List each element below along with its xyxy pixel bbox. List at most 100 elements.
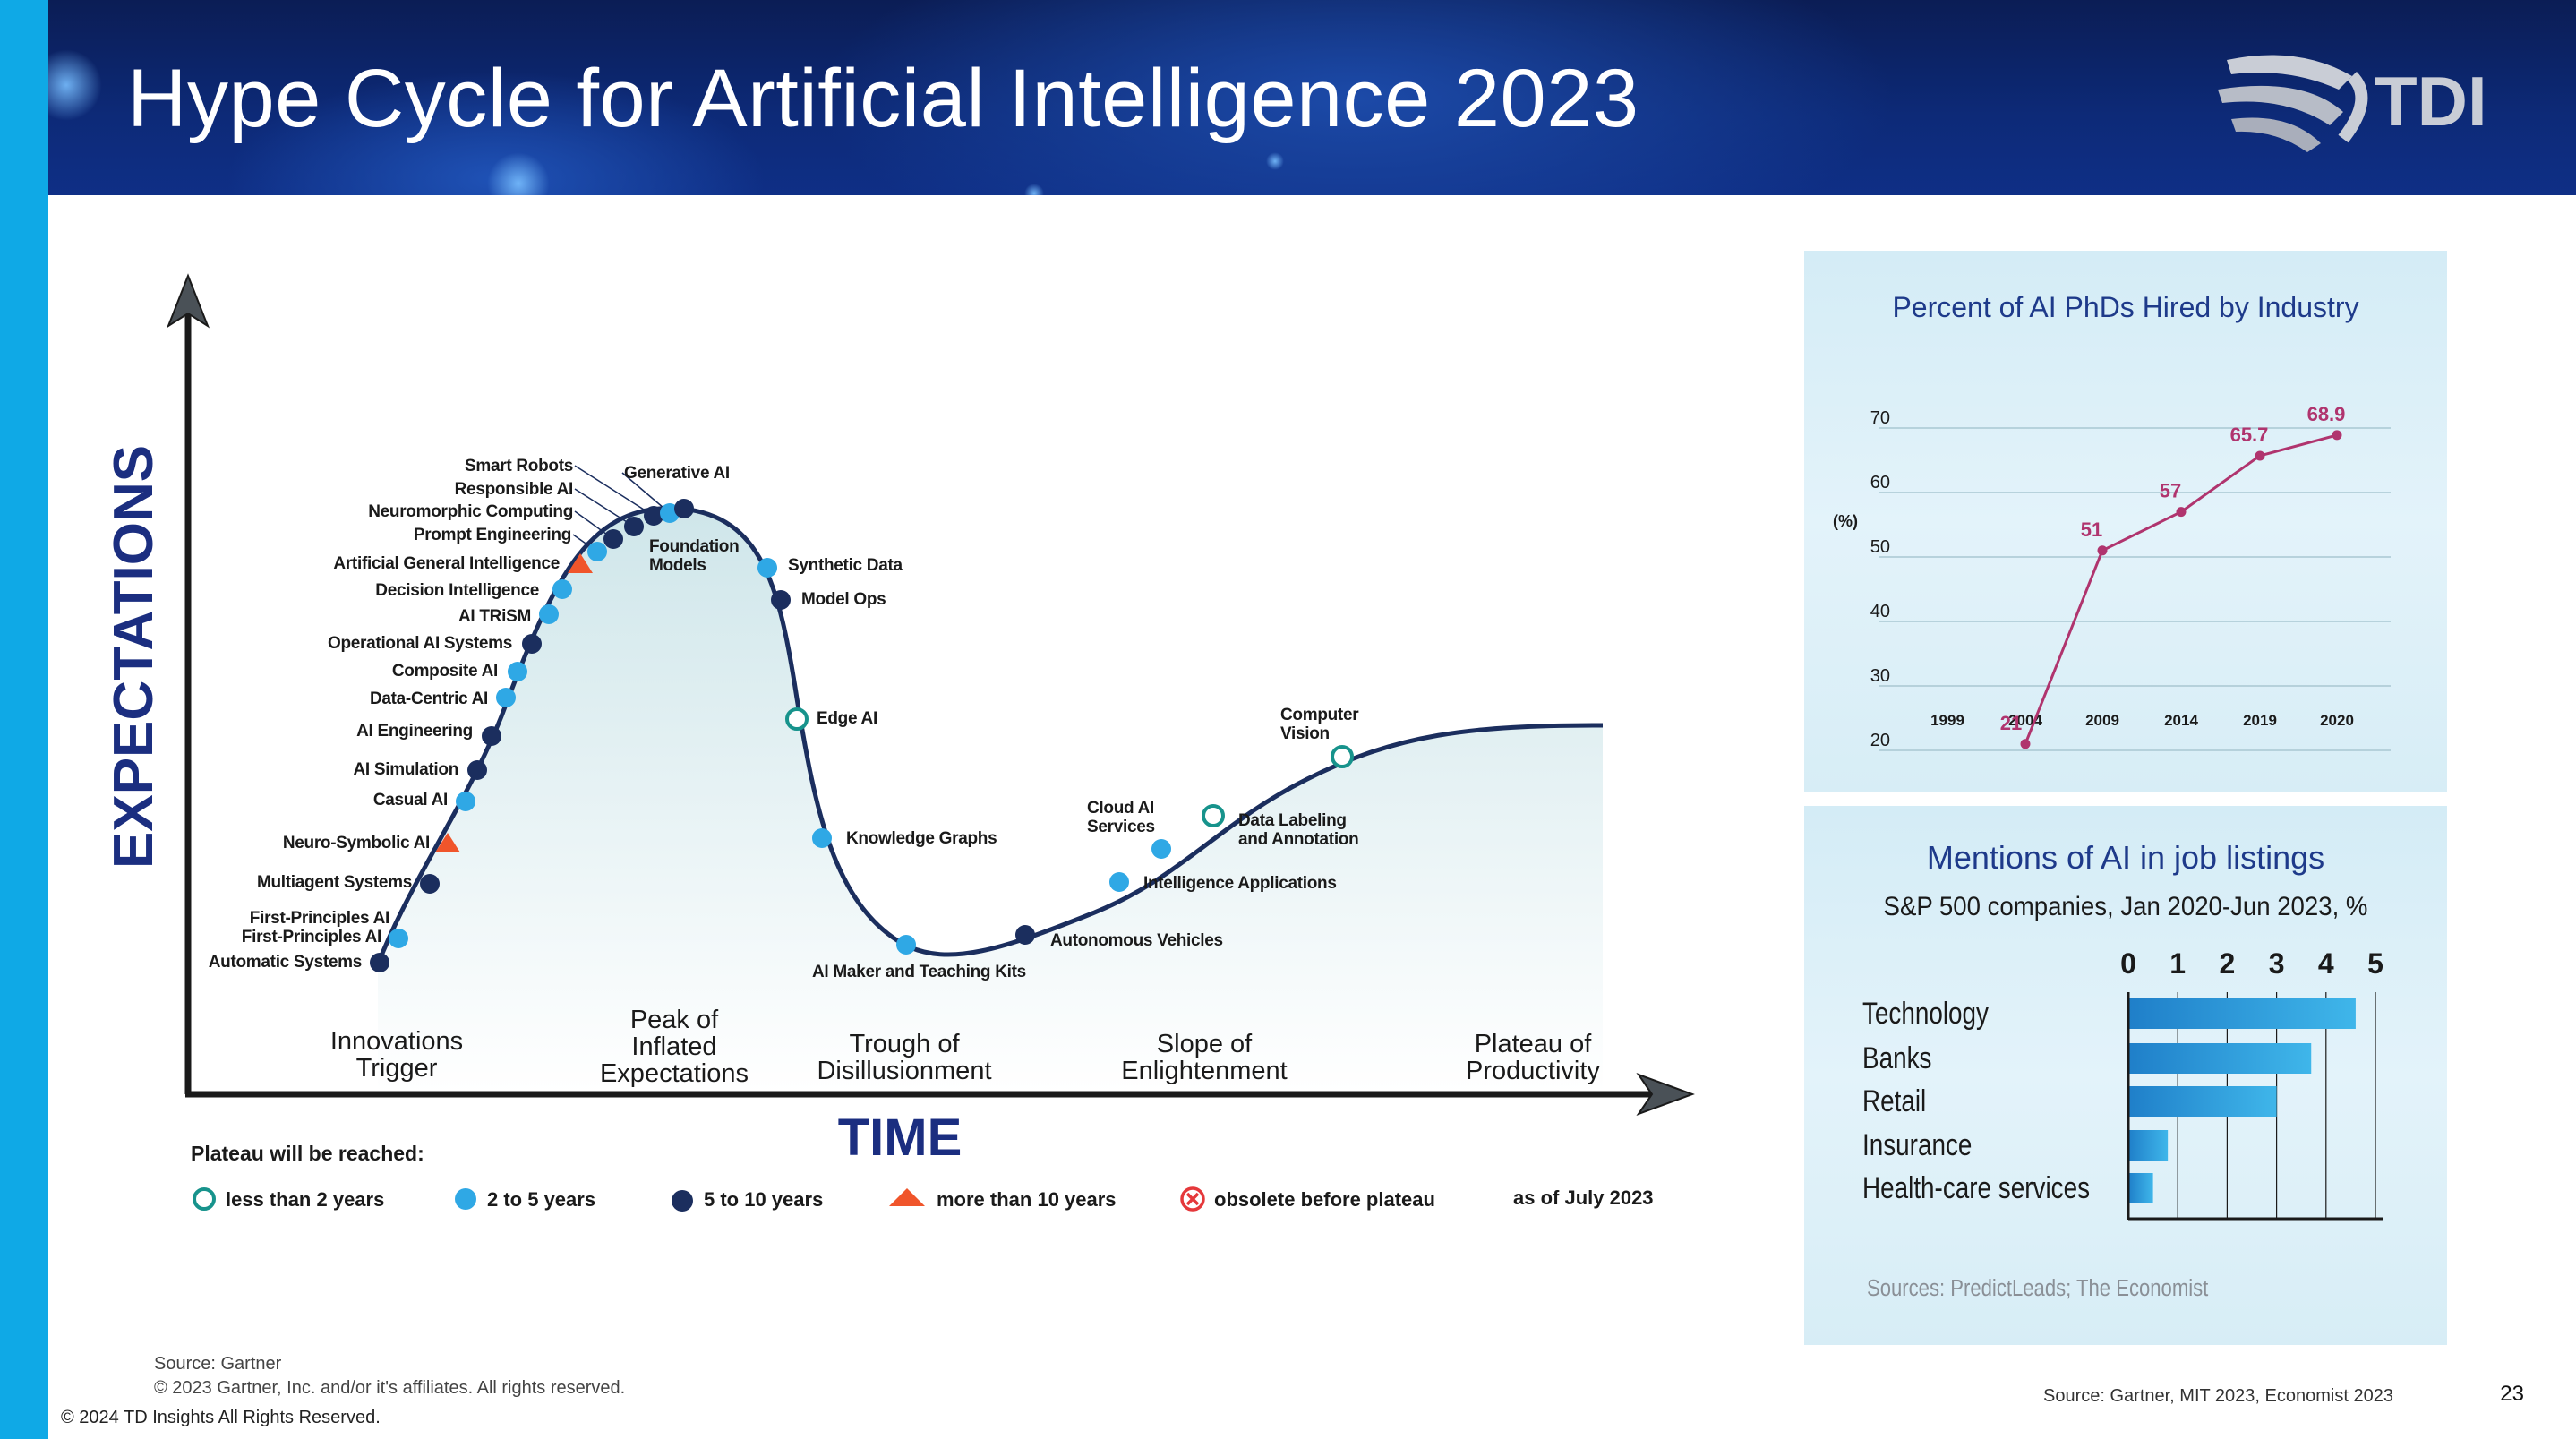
tech-marker	[370, 953, 389, 972]
job-bar	[2128, 1130, 2169, 1161]
phd-x-tick: 2014	[2164, 712, 2198, 729]
tech-marker	[552, 579, 572, 599]
tech-labels: Automatic Systems First-Principles AIFirs…	[209, 457, 1360, 981]
job-category-label: Insurance	[1862, 1127, 1972, 1161]
tech-label: Neuromorphic Computing	[368, 502, 573, 521]
tech-marker	[389, 929, 408, 948]
tech-marker	[420, 874, 440, 894]
footer-source: Source: Gartner, MIT 2023, Economist 202…	[2043, 1386, 2393, 1406]
header-banner: Hype Cycle for Artificial Intelligence 2…	[48, 0, 2576, 195]
as-of-date: as of July 2023	[1513, 1186, 1654, 1209]
tech-marker	[624, 517, 644, 536]
job-category-label: Banks	[1862, 1041, 1931, 1075]
phase-labels: Innovations Trigger Peak of Inflated Expecta…	[330, 1006, 1601, 1088]
phd-y-ticks: 20 30 40 50 60 70	[1870, 408, 1890, 750]
phd-data-label: 51	[2081, 518, 2102, 541]
phd-x-tick: 2019	[2243, 712, 2277, 729]
tech-marker	[496, 688, 516, 707]
legend-light-dot-icon	[455, 1188, 476, 1210]
phd-y-label: (%)	[1833, 512, 1858, 530]
tech-label: Data Labeling and Annotation	[1238, 811, 1358, 849]
gartner-copyright: © 2023 Gartner, Inc. and/or it's affilia…	[154, 1378, 626, 1398]
tech-marker	[603, 529, 623, 549]
tech-leader	[574, 488, 635, 527]
legend-triangle-icon	[889, 1188, 925, 1206]
phd-data-label: 57	[2160, 480, 2181, 502]
y-axis-label: EXPECTATIONS	[103, 445, 165, 869]
job-listings-chart: Mentions of AI in job listings S&P 500 c…	[1862, 839, 2383, 1301]
job-chart-subtitle: S&P 500 companies, Jan 2020-Jun 2023, %	[1884, 892, 2368, 921]
legend-obsolete-icon	[1180, 1186, 1205, 1212]
phd-x-ticks: 1999 2004 2009 2014 2019 2020	[1930, 712, 2354, 729]
tech-marker	[674, 499, 694, 518]
job-x-tick: 1	[2169, 947, 2186, 980]
tech-leader	[621, 472, 671, 514]
phd-point	[2097, 545, 2108, 556]
job-bar	[2128, 1086, 2277, 1117]
page-title: Hype Cycle for Artificial Intelligence 2…	[127, 53, 1639, 144]
phd-point	[2176, 507, 2187, 518]
phase-label: Slope of Enlightenment	[1121, 1030, 1287, 1085]
job-bars	[2128, 998, 2356, 1203]
tech-markers	[370, 499, 1354, 972]
tech-marker	[1109, 872, 1129, 892]
tech-label: Casual AI	[373, 791, 448, 809]
job-category-label: Technology	[1862, 996, 1989, 1030]
phd-point	[2332, 430, 2342, 441]
tech-marker	[896, 935, 916, 955]
tech-marker	[644, 506, 663, 526]
tech-label: AI Maker and Teaching Kits	[812, 963, 1026, 981]
job-category-label: Health-care services	[1862, 1170, 2090, 1204]
tech-label: Operational AI Systems	[328, 634, 512, 653]
tech-marker	[1331, 745, 1354, 768]
job-category-labels: Technology Banks Retail Insurance Health-car…	[1862, 996, 2090, 1204]
x-axis-label: TIME	[838, 1109, 963, 1167]
phd-grid	[1879, 427, 2391, 751]
phd-data-label: 21	[2000, 712, 2022, 734]
plateau-legend: less than 2 years 2 to 5 years 5 to 10 yea…	[193, 1186, 1435, 1212]
phase-label: Innovations Trigger	[330, 1027, 463, 1083]
phd-y-tick: 30	[1870, 666, 1890, 686]
tech-marker	[785, 707, 809, 731]
phd-x-tick: 1999	[1930, 712, 1964, 729]
job-x-tick: 3	[2269, 947, 2285, 980]
tech-label: Knowledge Graphs	[846, 829, 997, 848]
job-x-tick: 0	[2120, 947, 2136, 980]
tech-label: First-Principles AI	[250, 909, 389, 928]
job-bar	[2128, 1173, 2153, 1203]
tech-label: Autonomous Vehicles	[1050, 931, 1223, 950]
tech-label: Data-Centric AI	[370, 690, 488, 708]
phd-y-tick: 40	[1870, 602, 1890, 621]
job-chart-title: Mentions of AI in job listings	[1927, 839, 2324, 876]
tech-label: Decision Intelligence	[375, 581, 539, 600]
glow-spot	[1024, 184, 1044, 195]
tech-marker	[522, 634, 542, 654]
legend-label: more than 10 years	[937, 1188, 1117, 1211]
job-x-tick: 2	[2220, 947, 2236, 980]
legend-dark-dot-icon	[672, 1190, 693, 1212]
phd-data-labels: 21 51 57 65.7 68.9	[2000, 403, 2346, 734]
job-chart-source: Sources: PredictLeads; The Economist	[1867, 1275, 2209, 1301]
tech-leader	[574, 465, 655, 517]
tech-label: Intelligence Applications	[1143, 874, 1337, 893]
tech-marker	[568, 553, 593, 573]
tech-marker	[467, 760, 487, 780]
tech-marker	[1151, 839, 1171, 859]
gartner-source: Source: Gartner	[154, 1354, 282, 1374]
tech-label: Generative AI	[624, 464, 730, 483]
phase-label: Plateau of Productivity	[1466, 1030, 1600, 1085]
legend-label: 5 to 10 years	[704, 1188, 823, 1211]
job-x-tick: 5	[2367, 947, 2383, 980]
phd-x-tick: 2020	[2320, 712, 2354, 729]
phd-y-tick: 20	[1870, 731, 1890, 750]
tech-label: AI Simulation	[354, 760, 459, 779]
tech-label: Neuro-Symbolic AI	[283, 834, 430, 852]
tech-marker	[812, 828, 832, 848]
tech-label: Model Ops	[801, 590, 886, 609]
phd-y-tick: 60	[1870, 473, 1890, 493]
tech-label: Foundation Models	[649, 537, 739, 575]
tech-marker	[757, 558, 777, 578]
legend-label: less than 2 years	[226, 1188, 384, 1211]
tech-marker	[539, 604, 559, 624]
glow-spot	[487, 152, 550, 195]
